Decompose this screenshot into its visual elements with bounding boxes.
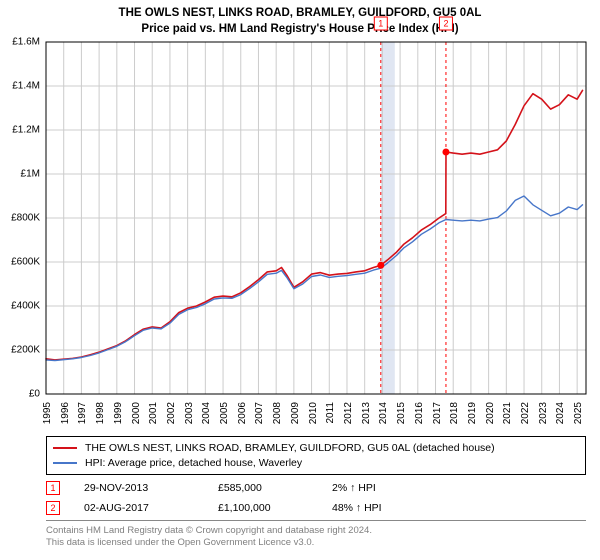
legend-row: HPI: Average price, detached house, Wave… <box>53 456 579 471</box>
x-tick-label: 2003 <box>184 402 195 424</box>
legend-label: THE OWLS NEST, LINKS ROAD, BRAMLEY, GUIL… <box>85 441 495 456</box>
x-tick-label: 2012 <box>343 402 354 424</box>
x-tick-label: 2014 <box>378 402 389 424</box>
chart-svg: 12 <box>46 42 586 394</box>
x-tick-label: 2009 <box>290 402 301 424</box>
y-tick-label: £400K <box>11 301 40 312</box>
x-tick-label: 2005 <box>219 402 230 424</box>
sale-row: 2 02-AUG-2017 £1,100,000 48% ↑ HPI <box>46 498 586 518</box>
x-tick-label: 1995 <box>42 402 53 424</box>
y-tick-label: £1.2M <box>12 125 40 136</box>
x-tick-label: 2008 <box>272 402 283 424</box>
x-tick-label: 2010 <box>308 402 319 424</box>
y-tick-label: £800K <box>11 213 40 224</box>
y-tick-label: £1M <box>21 169 40 180</box>
x-tick-label: 2023 <box>538 402 549 424</box>
footer: Contains HM Land Registry data © Crown c… <box>46 520 586 550</box>
x-tick-label: 2015 <box>396 402 407 424</box>
x-tick-label: 2025 <box>573 402 584 424</box>
x-tick-label: 2020 <box>485 402 496 424</box>
y-tick-label: £600K <box>11 257 40 268</box>
x-tick-label: 2006 <box>237 402 248 424</box>
legend-box: THE OWLS NEST, LINKS ROAD, BRAMLEY, GUIL… <box>46 436 586 475</box>
svg-text:1: 1 <box>378 19 383 29</box>
x-tick-label: 2000 <box>131 402 142 424</box>
sale-marker: 1 <box>46 481 60 495</box>
chart-container: THE OWLS NEST, LINKS ROAD, BRAMLEY, GUIL… <box>0 0 600 560</box>
x-tick-label: 2004 <box>201 402 212 424</box>
sale-row: 1 29-NOV-2013 £585,000 2% ↑ HPI <box>46 478 586 498</box>
x-tick-label: 2018 <box>449 402 460 424</box>
y-axis-labels: £0£200K£400K£600K£800K£1M£1.2M£1.4M£1.6M <box>0 42 44 394</box>
y-tick-label: £1.6M <box>12 37 40 48</box>
x-tick-label: 1997 <box>77 402 88 424</box>
title-line-1: THE OWLS NEST, LINKS ROAD, BRAMLEY, GUIL… <box>0 6 600 22</box>
y-tick-label: £1.4M <box>12 81 40 92</box>
y-tick-label: £200K <box>11 345 40 356</box>
sale-pct: 48% ↑ HPI <box>332 502 382 514</box>
sale-marker: 2 <box>46 501 60 515</box>
x-tick-label: 2019 <box>467 402 478 424</box>
legend-swatch <box>53 447 77 449</box>
legend-label: HPI: Average price, detached house, Wave… <box>85 456 302 471</box>
x-tick-label: 2024 <box>555 402 566 424</box>
x-tick-label: 2016 <box>414 402 425 424</box>
sale-date: 02-AUG-2017 <box>84 502 194 514</box>
title-line-2: Price paid vs. HM Land Registry's House … <box>0 22 600 38</box>
x-tick-label: 1998 <box>95 402 106 424</box>
x-tick-label: 2017 <box>432 402 443 424</box>
x-axis-labels: 1995199619971998199920002001200220032004… <box>46 396 586 436</box>
sale-rows: 1 29-NOV-2013 £585,000 2% ↑ HPI 2 02-AUG-2017… <box>46 478 586 518</box>
sale-pct: 2% ↑ HPI <box>332 482 376 494</box>
y-tick-label: £0 <box>29 389 40 400</box>
footer-line-1: Contains HM Land Registry data © Crown c… <box>46 525 586 537</box>
sale-price: £1,100,000 <box>218 502 308 514</box>
title-block: THE OWLS NEST, LINKS ROAD, BRAMLEY, GUIL… <box>0 0 600 37</box>
x-tick-label: 2007 <box>254 402 265 424</box>
svg-text:2: 2 <box>443 19 448 29</box>
x-tick-label: 1996 <box>60 402 71 424</box>
chart-plot-area: 12 <box>46 42 586 394</box>
x-tick-label: 2011 <box>325 402 336 424</box>
sale-date: 29-NOV-2013 <box>84 482 194 494</box>
x-tick-label: 2021 <box>502 402 513 424</box>
sale-price: £585,000 <box>218 482 308 494</box>
x-tick-label: 2022 <box>520 402 531 424</box>
legend-row: THE OWLS NEST, LINKS ROAD, BRAMLEY, GUIL… <box>53 441 579 456</box>
x-tick-label: 2013 <box>361 402 372 424</box>
footer-line-2: This data is licensed under the Open Gov… <box>46 537 586 549</box>
x-tick-label: 2001 <box>148 402 159 424</box>
legend-swatch <box>53 462 77 464</box>
x-tick-label: 2002 <box>166 402 177 424</box>
x-tick-label: 1999 <box>113 402 124 424</box>
